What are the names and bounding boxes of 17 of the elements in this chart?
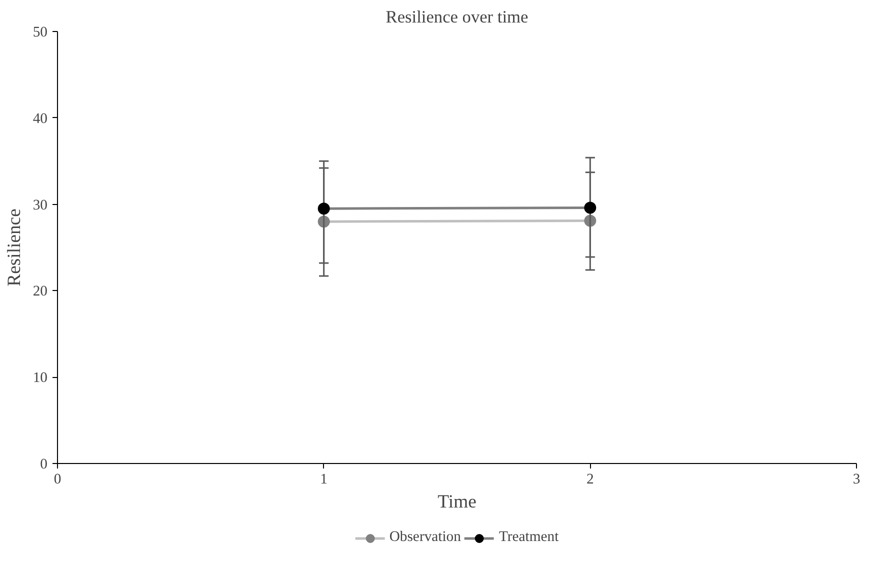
chart-title: Resilience over time (386, 8, 529, 26)
legend-label: Observation (389, 529, 461, 546)
x-tick-label: 2 (586, 472, 594, 488)
y-tick-label: 20 (32, 284, 48, 300)
y-tick-label: 40 (32, 110, 48, 127)
legend-label: Treatment (498, 529, 559, 546)
x-axis-title: Time (438, 492, 476, 512)
x-tick-label: 3 (852, 472, 860, 488)
x-tick-label: 1 (320, 472, 328, 488)
y-axis-title: Resilience (4, 208, 25, 286)
y-tick-label: 0 (40, 456, 48, 472)
point (584, 202, 596, 214)
y-tick-label: 30 (32, 197, 48, 214)
x-tick-label: 0 (54, 472, 62, 488)
point (318, 202, 330, 215)
y-tick-label: 10 (32, 370, 48, 386)
y-tick-label: 50 (32, 24, 48, 40)
